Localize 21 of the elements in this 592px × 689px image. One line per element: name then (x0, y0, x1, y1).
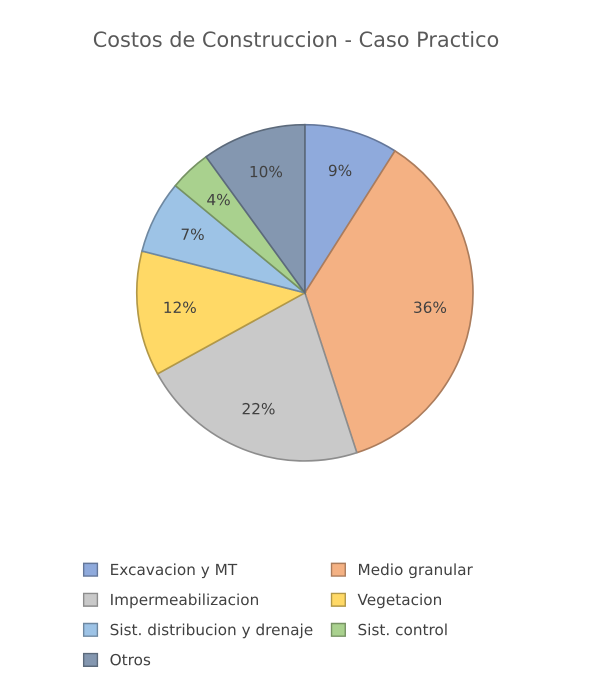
legend-label: Impermeabilizacion (111, 593, 258, 608)
pie-slice (141, 184, 306, 294)
data-label: 36% (414, 302, 446, 314)
pie-slice (136, 250, 306, 375)
chart-title: Costos de Construccion - Caso Practico (94, 31, 498, 48)
data-label: 12% (164, 302, 196, 314)
data-label: 22% (242, 402, 275, 414)
legend-label: Sist. control (358, 624, 447, 636)
pie-slice (174, 156, 306, 294)
legend-label: Otros (110, 654, 150, 666)
data-label: 10% (250, 166, 282, 178)
pie-slice (205, 124, 306, 294)
data-label: 4% (207, 194, 230, 206)
legend-label: Sist. distribucion y drenaje (110, 624, 312, 638)
legend-label: Vegetacion (358, 593, 441, 608)
legend-label: Excavacion y MT (111, 563, 238, 578)
legend-label: Medio granular (358, 563, 473, 578)
pie-slice (304, 150, 474, 454)
data-label: 7% (182, 228, 204, 240)
data-label: 9% (328, 164, 352, 176)
pie-slice (156, 292, 358, 462)
